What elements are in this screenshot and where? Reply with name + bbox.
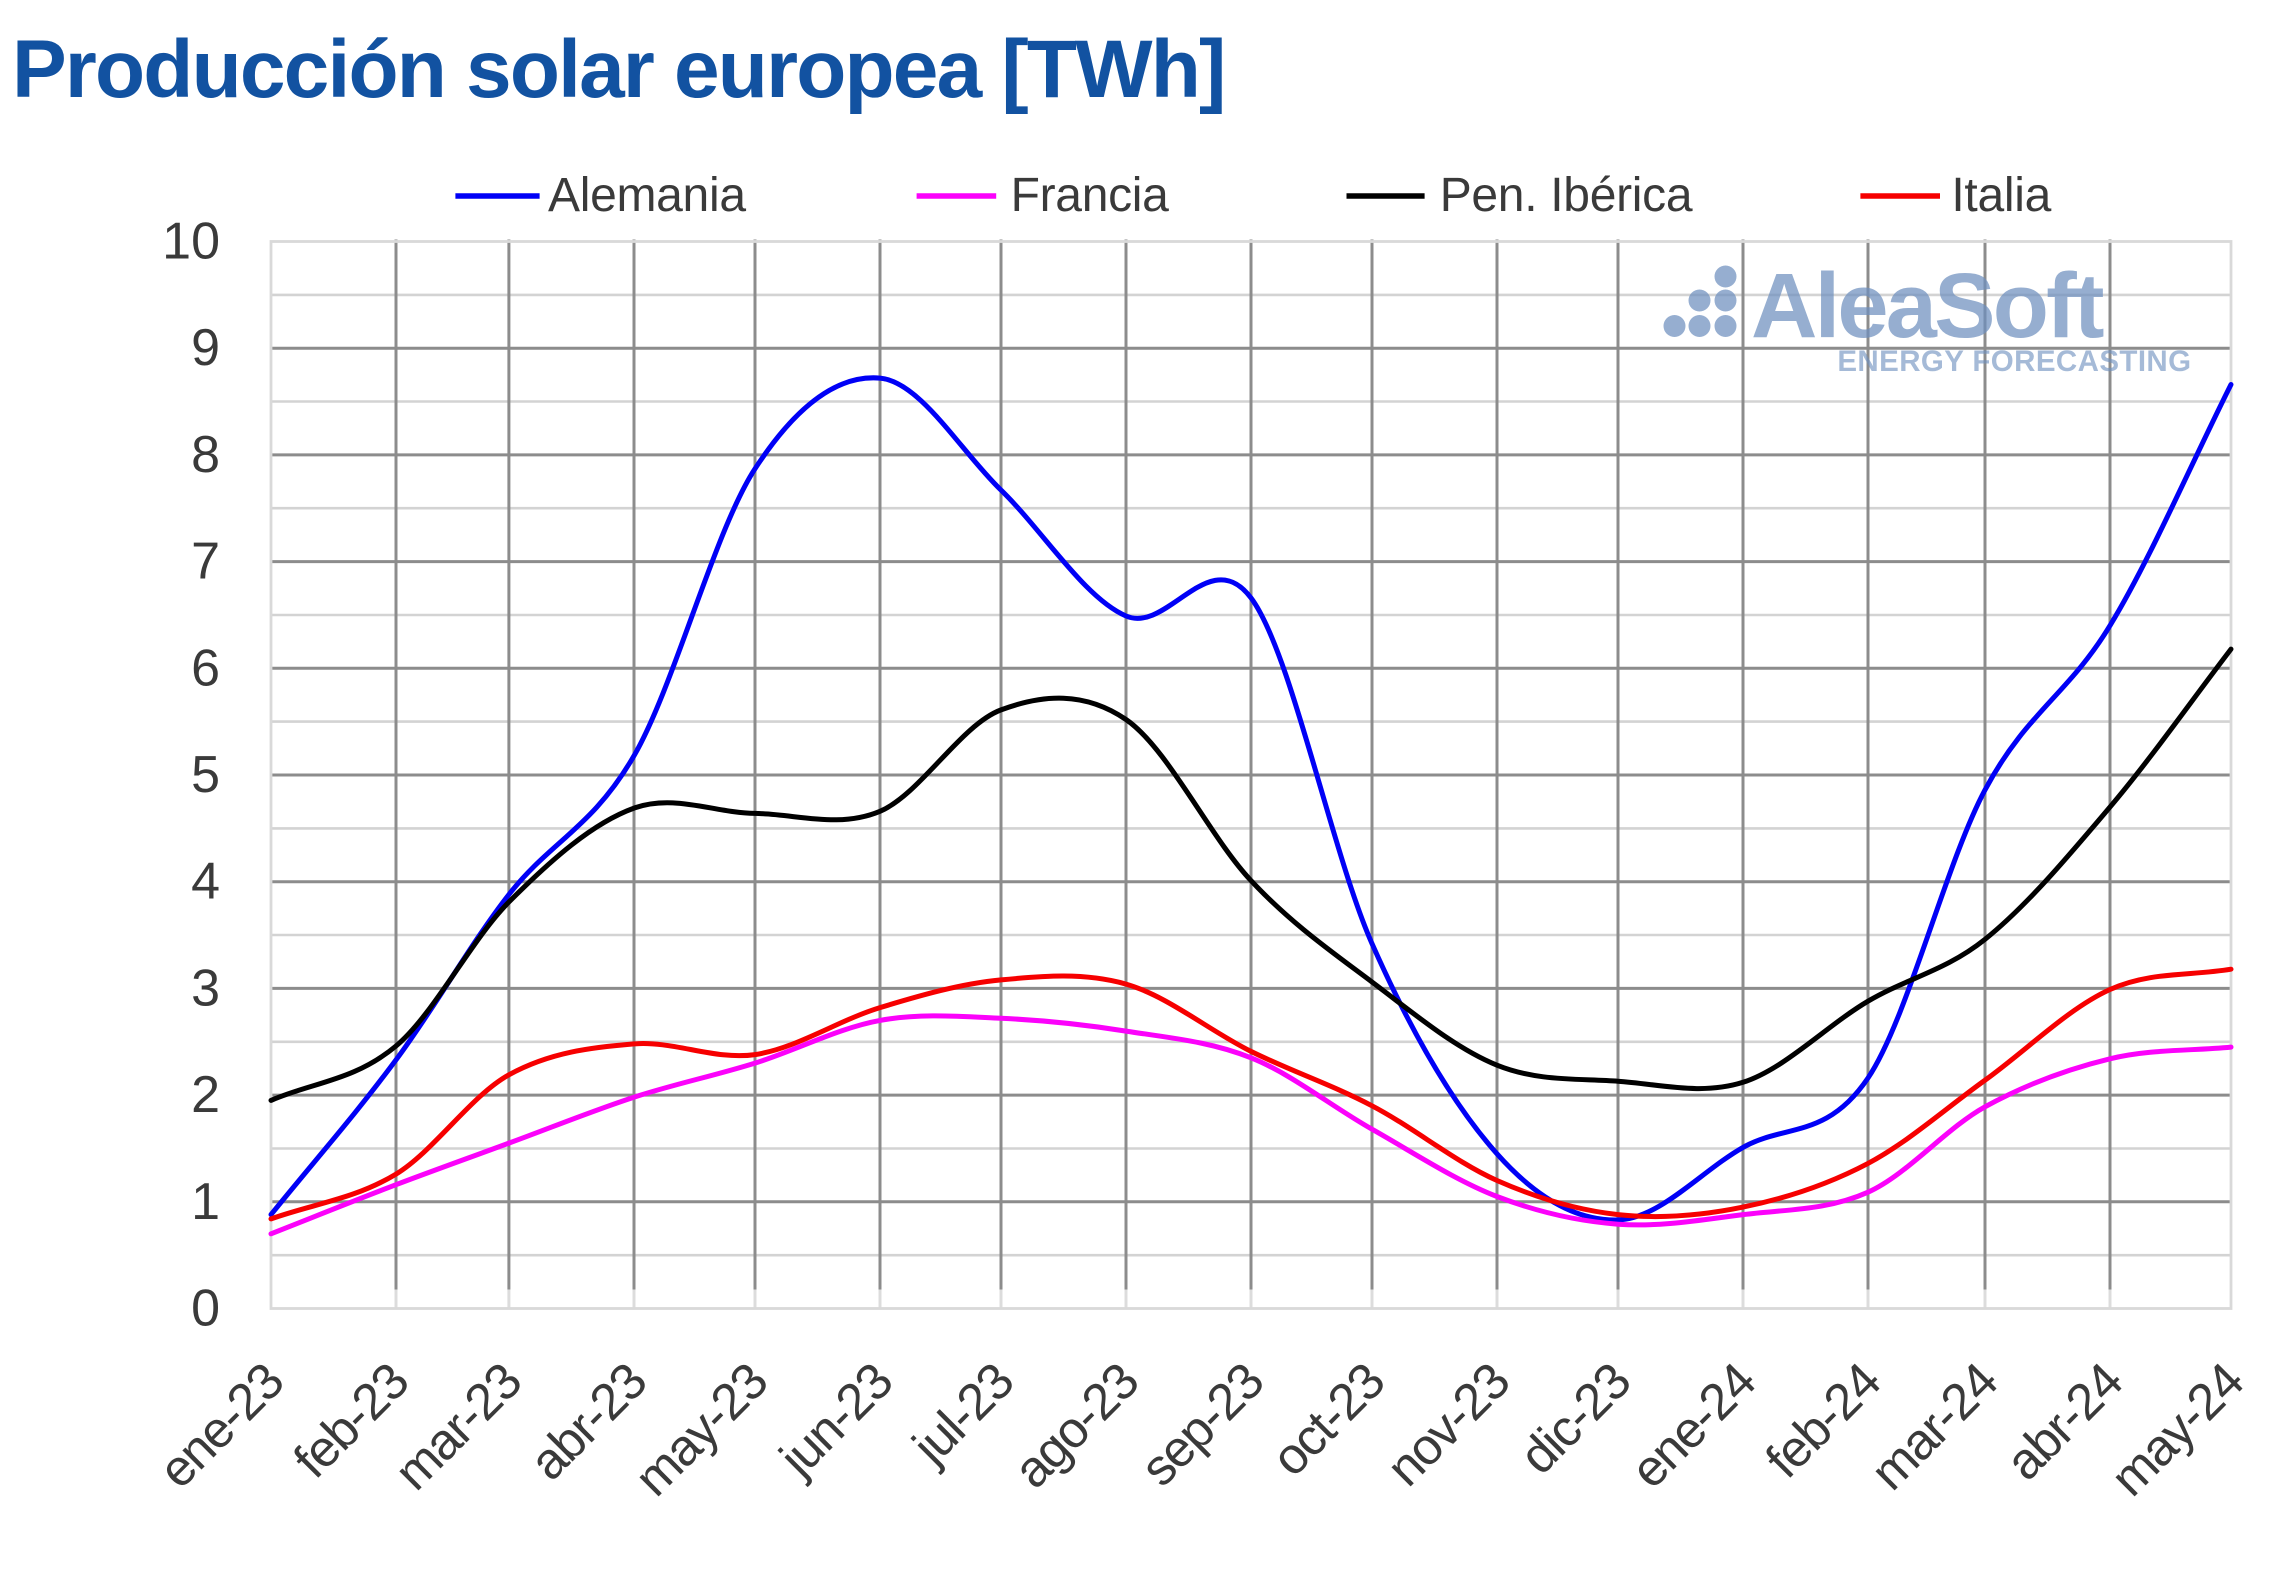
svg-text:7: 7 — [191, 533, 220, 591]
svg-text:Alemania: Alemania — [548, 169, 746, 222]
svg-text:4: 4 — [191, 853, 220, 911]
svg-text:Francia: Francia — [1011, 169, 1170, 222]
svg-text:3: 3 — [191, 959, 220, 1017]
svg-text:Pen. Ibérica: Pen. Ibérica — [1440, 169, 1693, 222]
svg-text:AleaSoft: AleaSoft — [1751, 255, 2104, 357]
svg-text:6: 6 — [191, 639, 220, 697]
svg-text:Italia: Italia — [1951, 169, 2051, 222]
svg-text:10: 10 — [162, 213, 220, 271]
svg-text:2: 2 — [191, 1066, 220, 1124]
svg-text:9: 9 — [191, 319, 220, 377]
svg-text:Producción solar europea [TWh]: Producción solar europea [TWh] — [12, 24, 1225, 115]
svg-text:8: 8 — [191, 426, 220, 484]
svg-text:1: 1 — [191, 1173, 220, 1231]
svg-text:ENERGY FORECASTING: ENERGY FORECASTING — [1837, 345, 2191, 378]
svg-text:0: 0 — [191, 1280, 220, 1338]
svg-text:5: 5 — [191, 746, 220, 804]
